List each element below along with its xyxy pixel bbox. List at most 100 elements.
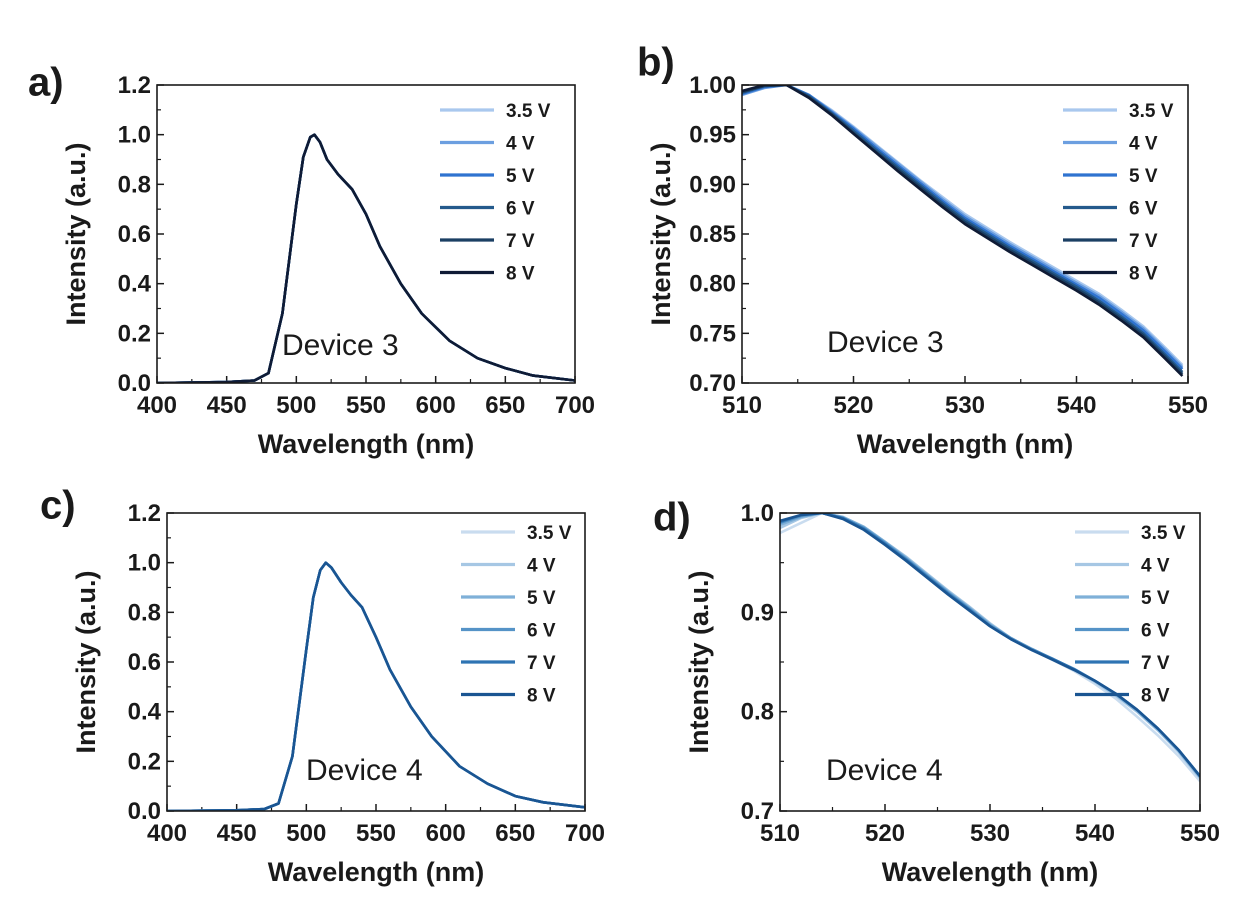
y-tick-label: 0.6 — [128, 649, 161, 676]
legend-label: 3.5 V — [1141, 523, 1186, 544]
y-axis-title: Intensity (a.u.) — [646, 142, 676, 325]
x-tick-label: 650 — [485, 392, 525, 419]
x-tick-label: 550 — [1168, 392, 1208, 419]
legend-label: 5 V — [527, 588, 556, 609]
y-tick-label: 1.2 — [128, 500, 161, 527]
y-axis-title: Intensity (a.u.) — [61, 142, 91, 325]
series-line-5-v — [780, 513, 1200, 779]
series-group — [742, 85, 1184, 377]
legend-label: 8 V — [527, 686, 556, 707]
x-tick-label: 530 — [945, 392, 985, 419]
legend-label: 4 V — [506, 134, 535, 155]
y-tick-label: 0.0 — [118, 370, 151, 397]
x-tick-label: 540 — [1075, 820, 1115, 847]
x-tick-label: 650 — [495, 820, 535, 847]
x-tick-label: 400 — [137, 392, 177, 419]
y-tick-label: 1.0 — [128, 550, 161, 577]
x-tick-label: 530 — [970, 820, 1010, 847]
x-tick-label: 550 — [1180, 820, 1220, 847]
x-axis-title: Wavelength (nm) — [258, 429, 475, 459]
y-tick-label: 0.8 — [741, 699, 774, 726]
series-line-7-v — [742, 85, 1184, 376]
legend-label: 8 V — [1141, 686, 1170, 707]
y-tick-label: 0.8 — [118, 171, 151, 198]
series-line-4-v — [742, 85, 1184, 369]
legend-label: 7 V — [1141, 653, 1170, 674]
y-tick-label: 0.6 — [118, 221, 151, 248]
x-tick-label: 400 — [147, 820, 187, 847]
x-tick-label: 450 — [217, 820, 257, 847]
y-tick-label: 1.00 — [689, 72, 736, 99]
panel-label: d) — [653, 496, 691, 540]
legend-label: 3.5 V — [506, 101, 551, 122]
series-line-6-v — [742, 85, 1184, 374]
series-line-8-v — [742, 85, 1184, 377]
panel-b: b) 510 520 530 540 550 0.70 0.75 0.80 0.85 0.90 0.9… — [637, 41, 1208, 459]
legend: 3.5 V 4 V 5 V 6 V 7 V 8 V — [440, 101, 551, 285]
device-annotation: Device 3 — [282, 329, 399, 362]
y-tick-label: 0.85 — [689, 221, 736, 248]
y-tick-label: 1.2 — [118, 72, 151, 99]
x-tick-label: 600 — [426, 820, 466, 847]
series-line-8-v — [157, 133, 575, 383]
y-tick-label: 0.80 — [689, 271, 736, 298]
x-tick-label: 500 — [276, 392, 316, 419]
panel-c: c) 400 450 500 550 600 650 700 0.0 0.2 0.4 0.6 0.8 1.… — [40, 484, 605, 887]
x-tick-label: 500 — [286, 820, 326, 847]
x-tick-label: 700 — [555, 392, 595, 419]
legend-label: 3.5 V — [527, 523, 572, 544]
series-line-3-5-v — [742, 85, 1184, 367]
x-tick-label: 520 — [833, 392, 873, 419]
plot-frame — [741, 84, 1189, 384]
device-annotation: Device 3 — [827, 326, 944, 359]
panel-label: a) — [28, 61, 64, 105]
x-axis-title: Wavelength (nm) — [857, 429, 1074, 459]
panel-d: d) 510 520 530 540 550 0.7 0.8 0.9 1.0 Wavelength … — [653, 496, 1220, 887]
series-line-8-v — [780, 513, 1200, 778]
device-annotation: Device 4 — [306, 754, 423, 787]
y-tick-label: 0.8 — [128, 599, 161, 626]
y-tick-label: 0.75 — [689, 320, 736, 347]
y-tick-label: 0.9 — [741, 599, 774, 626]
legend-label: 4 V — [1129, 134, 1158, 155]
y-tick-label: 0.2 — [128, 748, 161, 775]
legend-label: 6 V — [527, 621, 556, 642]
legend-label: 6 V — [1129, 199, 1158, 220]
legend-label: 7 V — [506, 231, 535, 252]
y-tick-label: 1.0 — [741, 500, 774, 527]
y-tick-label: 1.0 — [118, 122, 151, 149]
legend-label: 4 V — [527, 556, 556, 577]
y-tick-label: 0.2 — [118, 320, 151, 347]
series-group — [780, 513, 1200, 783]
x-axis-title: Wavelength (nm) — [268, 857, 485, 887]
series-line-4-v — [780, 513, 1200, 780]
legend-label: 8 V — [506, 264, 535, 285]
y-axis-title: Intensity (a.u.) — [71, 570, 101, 753]
x-tick-label: 700 — [565, 820, 605, 847]
y-tick-label: 0.4 — [118, 271, 152, 298]
series-line-7-v — [780, 513, 1200, 778]
series-group — [157, 133, 575, 383]
x-tick-label: 600 — [416, 392, 456, 419]
x-tick-label: 450 — [207, 392, 247, 419]
y-tick-label: 0.70 — [689, 370, 736, 397]
y-tick-label: 0.7 — [741, 798, 774, 825]
plot-frame — [166, 512, 586, 812]
panel-label: b) — [637, 41, 675, 85]
y-axis-title: Intensity (a.u.) — [684, 570, 714, 753]
legend-label: 7 V — [1129, 231, 1158, 252]
series-line-6-v — [780, 513, 1200, 778]
x-tick-label: 550 — [356, 820, 396, 847]
legend-label: 7 V — [527, 653, 556, 674]
plot-frame — [156, 84, 576, 384]
plot-frame — [779, 512, 1201, 812]
y-tick-label: 0.0 — [128, 798, 161, 825]
x-tick-label: 540 — [1056, 392, 1096, 419]
x-tick-label: 550 — [346, 392, 386, 419]
x-axis-title: Wavelength (nm) — [882, 857, 1099, 887]
device-annotation: Device 4 — [826, 754, 943, 787]
y-tick-label: 0.90 — [689, 171, 736, 198]
legend-label: 3.5 V — [1129, 101, 1174, 122]
x-tick-label: 520 — [865, 820, 905, 847]
